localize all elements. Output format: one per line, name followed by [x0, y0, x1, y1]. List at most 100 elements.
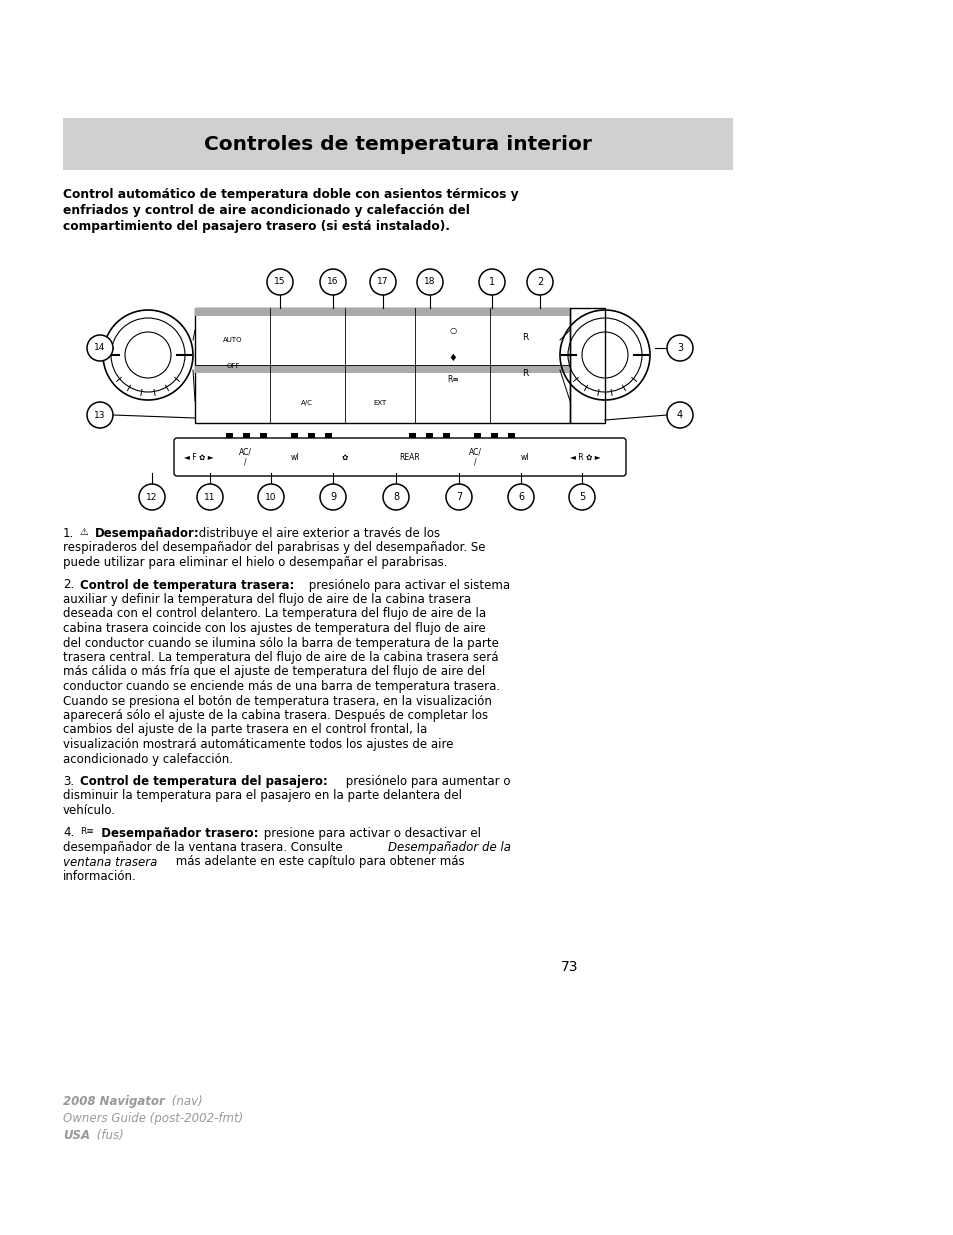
Bar	[507, 433, 515, 438]
Text: ✿: ✿	[341, 452, 348, 462]
Text: ◄ R ✿ ►: ◄ R ✿ ►	[569, 452, 599, 462]
Text: más cálida o más fría que el ajuste de temperatura del flujo de aire del: más cálida o más fría que el ajuste de t…	[63, 666, 485, 678]
Text: wl: wl	[520, 452, 529, 462]
Text: compartimiento del pasajero trasero (si está instalado).: compartimiento del pasajero trasero (si …	[63, 220, 450, 233]
Text: 2: 2	[537, 277, 542, 287]
Text: respiraderos del desempañador del parabrisas y del desempañador. Se: respiraderos del desempañador del parabr…	[63, 541, 485, 555]
Bar	[260, 433, 267, 438]
Text: 18: 18	[424, 278, 436, 287]
Text: Control de temperatura trasera:: Control de temperatura trasera:	[80, 578, 294, 592]
Text: AUTO: AUTO	[223, 337, 242, 343]
Circle shape	[319, 269, 346, 295]
Text: 8: 8	[393, 492, 398, 501]
Text: 9: 9	[330, 492, 335, 501]
Text: (nav): (nav)	[168, 1095, 203, 1108]
Text: 15: 15	[274, 278, 286, 287]
Text: Desempañador:: Desempañador:	[95, 527, 199, 540]
Text: 12: 12	[146, 493, 157, 501]
Circle shape	[416, 269, 442, 295]
Text: ○: ○	[449, 326, 456, 335]
Circle shape	[257, 484, 284, 510]
Text: USA: USA	[63, 1129, 90, 1142]
Text: 13: 13	[94, 410, 106, 420]
Text: R: R	[521, 368, 528, 378]
Circle shape	[568, 484, 595, 510]
Text: Controles de temperatura interior: Controles de temperatura interior	[204, 135, 591, 153]
Circle shape	[267, 269, 293, 295]
Text: disminuir la temperatura para el pasajero en la parte delantera del: disminuir la temperatura para el pasajer…	[63, 789, 461, 803]
Bar	[442, 433, 450, 438]
Text: 3: 3	[677, 343, 682, 353]
Text: 4: 4	[677, 410, 682, 420]
Text: enfriados y control de aire acondicionado y calefacción del: enfriados y control de aire acondicionad…	[63, 204, 470, 217]
Text: información.: información.	[63, 869, 136, 883]
Text: 4.: 4.	[63, 826, 74, 840]
Text: 1.: 1.	[63, 527, 74, 540]
Bar	[569, 308, 604, 424]
Text: del conductor cuando se ilumina sólo la barra de temperatura de la parte: del conductor cuando se ilumina sólo la …	[63, 636, 498, 650]
Text: OFF: OFF	[226, 363, 239, 369]
Text: 1: 1	[489, 277, 495, 287]
Text: 3.: 3.	[63, 776, 74, 788]
Circle shape	[139, 484, 165, 510]
Text: acondicionado y calefacción.: acondicionado y calefacción.	[63, 752, 233, 766]
Text: 17: 17	[376, 278, 388, 287]
Bar	[226, 433, 233, 438]
Circle shape	[382, 484, 409, 510]
Text: Control automático de temperatura doble con asientos térmicos y: Control automático de temperatura doble …	[63, 188, 518, 201]
Text: Desempañador de la: Desempañador de la	[388, 841, 511, 853]
Text: deseada con el control delantero. La temperatura del flujo de aire de la: deseada con el control delantero. La tem…	[63, 608, 486, 620]
Text: conductor cuando se enciende más de una barra de temperatura trasera.: conductor cuando se enciende más de una …	[63, 680, 499, 693]
Text: 5: 5	[578, 492, 584, 501]
Text: 10: 10	[265, 493, 276, 501]
Text: 6: 6	[517, 492, 523, 501]
Text: cabina trasera coincide con los ajustes de temperatura del flujo de aire: cabina trasera coincide con los ajustes …	[63, 622, 485, 635]
Circle shape	[87, 403, 112, 429]
Text: Owners Guide (post-2002-fmt): Owners Guide (post-2002-fmt)	[63, 1112, 243, 1125]
Text: 2.: 2.	[63, 578, 74, 592]
Text: auxiliar y definir la temperatura del flujo de aire de la cabina trasera: auxiliar y definir la temperatura del fl…	[63, 593, 471, 606]
Text: EXT: EXT	[373, 400, 386, 406]
Text: ♦: ♦	[448, 353, 456, 363]
Bar	[308, 433, 314, 438]
Text: más adelante en este capítulo para obtener más: más adelante en este capítulo para obten…	[172, 856, 464, 868]
Text: cambios del ajuste de la parte trasera en el control frontal, la: cambios del ajuste de la parte trasera e…	[63, 724, 427, 736]
Bar	[409, 433, 416, 438]
Circle shape	[446, 484, 472, 510]
Text: ◄ F ✿ ►: ◄ F ✿ ►	[184, 452, 213, 462]
Text: 14: 14	[94, 343, 106, 352]
Text: (fus): (fus)	[92, 1129, 124, 1142]
Text: 73: 73	[560, 960, 578, 974]
Bar	[194, 308, 569, 424]
Circle shape	[526, 269, 553, 295]
Text: Desempañador trasero:: Desempañador trasero:	[92, 826, 258, 840]
Text: visualización mostrará automáticamente todos los ajustes de aire: visualización mostrará automáticamente t…	[63, 739, 453, 751]
Text: wl: wl	[291, 452, 299, 462]
Text: distribuye el aire exterior a través de los: distribuye el aire exterior a través de …	[194, 527, 439, 540]
Text: 11: 11	[204, 493, 215, 501]
Circle shape	[666, 403, 692, 429]
Text: 2008 Navigator: 2008 Navigator	[63, 1095, 165, 1108]
Circle shape	[507, 484, 534, 510]
Text: Cuando se presiona el botón de temperatura trasera, en la visualización: Cuando se presiona el botón de temperatu…	[63, 694, 492, 708]
Text: REAR: REAR	[399, 452, 420, 462]
Text: puede utilizar para eliminar el hielo o desempañar el parabrisas.: puede utilizar para eliminar el hielo o …	[63, 556, 447, 569]
Text: desempañador de la ventana trasera. Consulte: desempañador de la ventana trasera. Cons…	[63, 841, 346, 853]
Text: AC/
/: AC/ /	[238, 447, 252, 467]
Text: R≡: R≡	[447, 375, 458, 384]
Text: trasera central. La temperatura del flujo de aire de la cabina trasera será: trasera central. La temperatura del fluj…	[63, 651, 498, 664]
Bar	[194, 308, 569, 316]
Bar	[491, 433, 497, 438]
Text: 16: 16	[327, 278, 338, 287]
Text: ventana trasera: ventana trasera	[63, 856, 157, 868]
Circle shape	[319, 484, 346, 510]
Bar	[243, 433, 250, 438]
Bar	[194, 366, 569, 373]
Bar	[291, 433, 297, 438]
Text: presiónelo para activar el sistema: presiónelo para activar el sistema	[305, 578, 510, 592]
Bar	[63, 119, 732, 170]
Text: aparecerá sólo el ajuste de la cabina trasera. Después de completar los: aparecerá sólo el ajuste de la cabina tr…	[63, 709, 488, 722]
Text: A/C: A/C	[301, 400, 313, 406]
Circle shape	[87, 335, 112, 361]
Circle shape	[370, 269, 395, 295]
